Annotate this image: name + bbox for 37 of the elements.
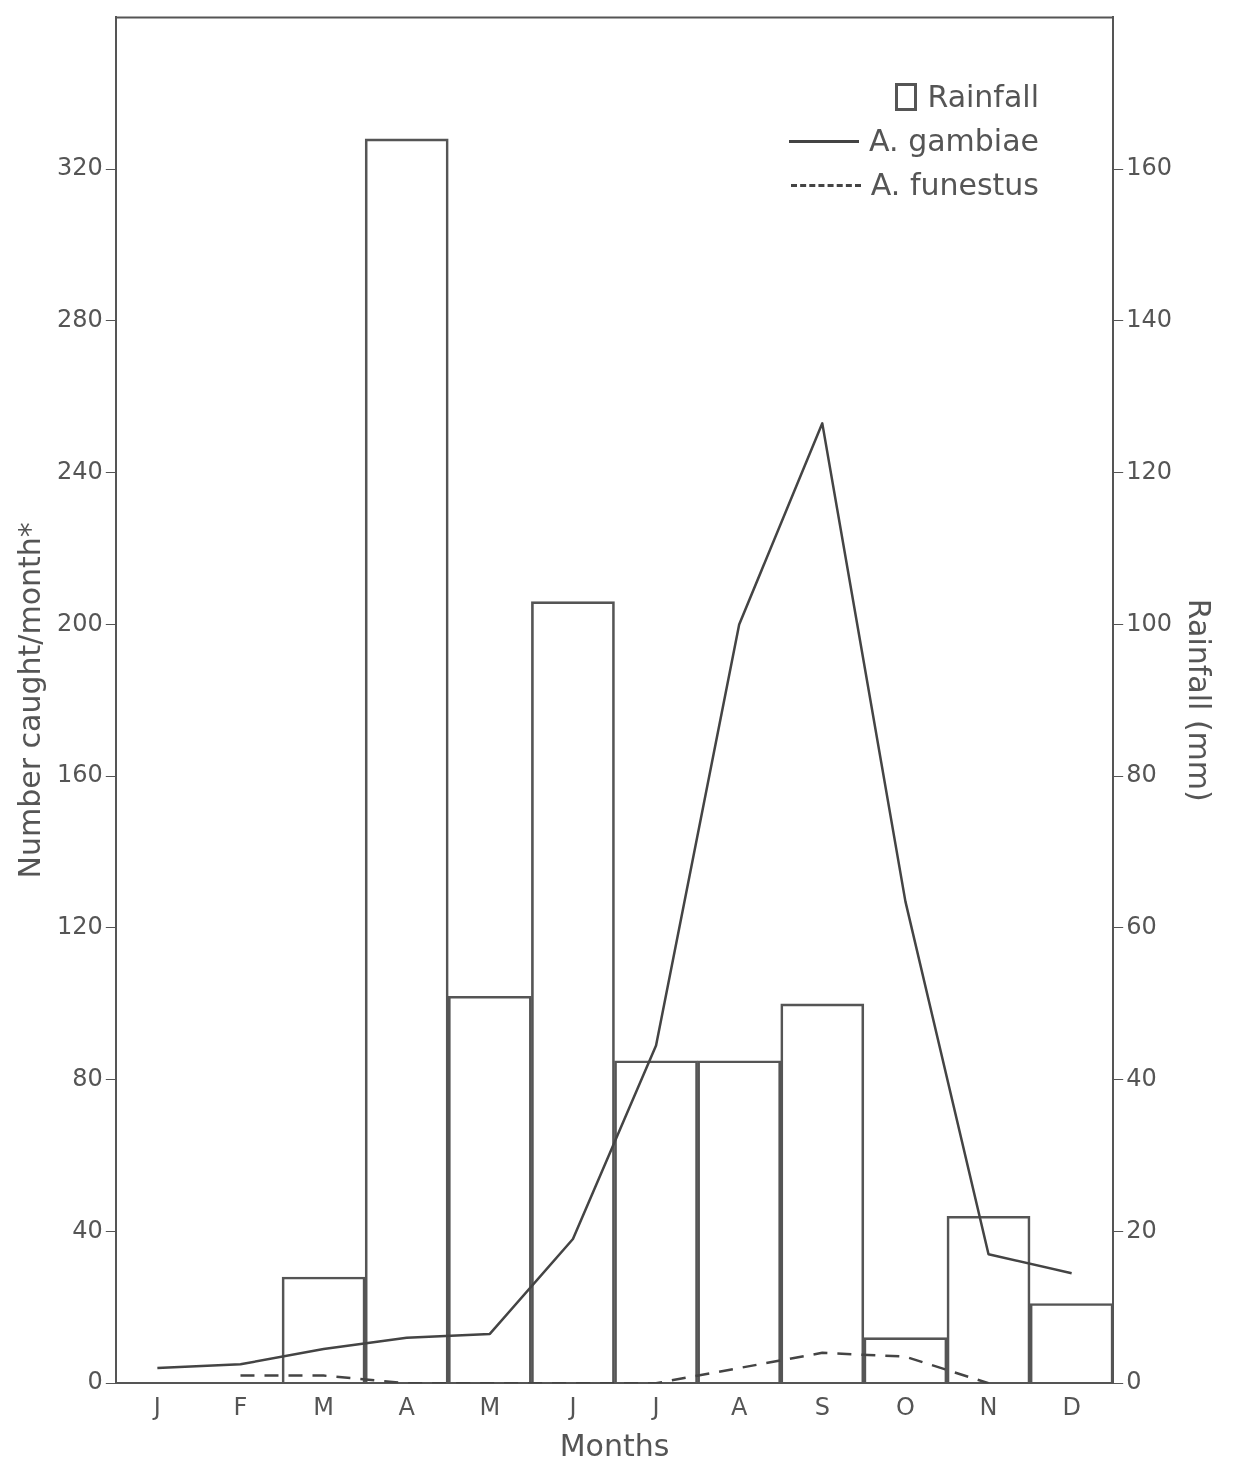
x-tick-label: A: [730, 1392, 748, 1421]
y-tick-label: 120: [57, 912, 103, 941]
x-tick-label: J: [567, 1392, 577, 1421]
y2-tick-label: 100: [1126, 608, 1172, 637]
x-tick-label: O: [895, 1392, 915, 1421]
y2-tick-label: 160: [1126, 153, 1172, 182]
y-tick-label: 320: [57, 153, 103, 182]
y2-tick-label: 80: [1126, 760, 1157, 789]
y-tick-label: 0: [87, 1367, 103, 1396]
x-tick-label: A: [398, 1392, 416, 1421]
y-tick-label: 280: [57, 305, 103, 334]
line-series: [239, 1351, 990, 1384]
x-tick-label: J: [650, 1392, 660, 1421]
y2-axis-title: Rainfall (mm): [1182, 598, 1218, 802]
legend-label: A. gambiae: [869, 122, 1039, 160]
y2-tick-label: 120: [1126, 456, 1172, 485]
y-tick-label: 160: [57, 760, 103, 789]
x-tick-label: S: [814, 1392, 830, 1421]
x-tick-label: J: [151, 1392, 161, 1421]
y2-tick-label: 20: [1126, 1215, 1157, 1244]
x-tick-label: N: [979, 1392, 998, 1421]
y-tick-label: 80: [72, 1063, 103, 1092]
y-tick-label: 240: [57, 456, 103, 485]
y2-tick-label: 140: [1126, 305, 1172, 334]
x-axis-title: Months: [559, 1427, 670, 1463]
y-tick-label: 200: [57, 608, 103, 637]
y2-tick-label: 0: [1126, 1367, 1142, 1396]
x-tick-label: F: [233, 1392, 248, 1421]
legend-label: A. funestus: [870, 166, 1039, 204]
legend-label: Rainfall: [927, 78, 1039, 116]
x-tick-label: D: [1062, 1392, 1081, 1421]
y-axis-title: Number caught/month*: [11, 522, 47, 879]
y2-tick-label: 40: [1126, 1063, 1157, 1092]
x-tick-label: M: [313, 1392, 334, 1421]
y-tick-label: 40: [72, 1215, 103, 1244]
x-tick-label: M: [479, 1392, 501, 1421]
y2-tick-label: 60: [1126, 912, 1157, 941]
